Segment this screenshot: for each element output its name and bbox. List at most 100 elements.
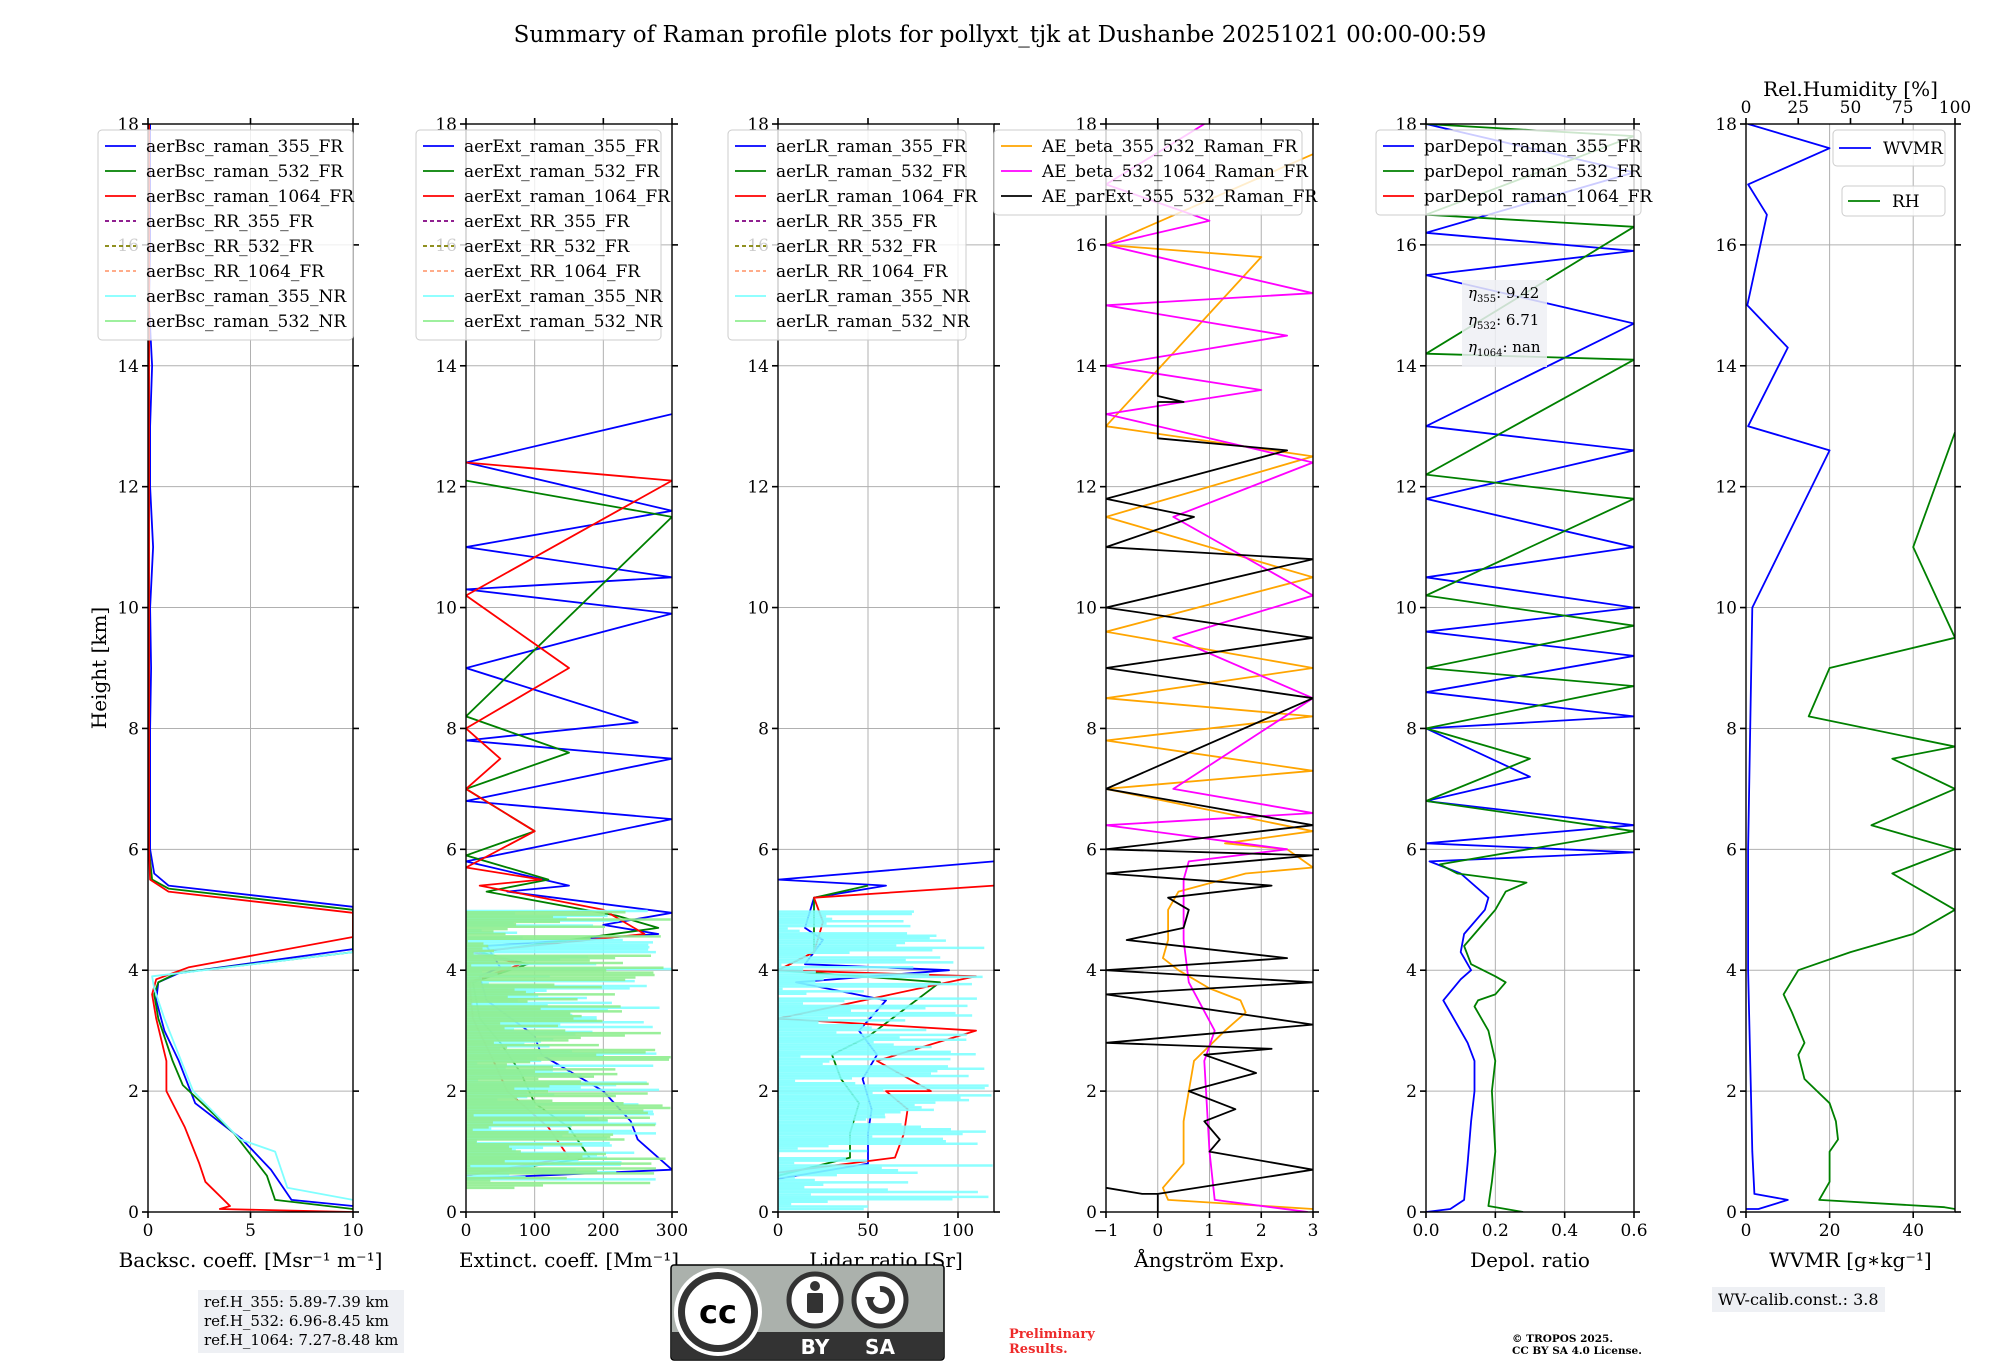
x-tick-label: 100 — [942, 1221, 974, 1241]
y-tick-label: 14 — [1395, 357, 1417, 377]
y-tick-label: 8 — [446, 719, 457, 739]
y-tick-label: 4 — [1086, 961, 1097, 981]
legend-label: aerLR_raman_1064_FR — [776, 187, 978, 207]
series-aerBsc_raman_355_NR — [151, 951, 353, 1201]
axes-frame — [777, 123, 995, 1213]
legend-box — [1375, 129, 1642, 216]
legend-label: parDepol_raman_532_FR — [1424, 162, 1643, 182]
x-top-axis-label: Rel.Humidity [%] — [1763, 77, 1938, 101]
y-tick-label: 6 — [1406, 840, 1417, 860]
series-WVMR — [1746, 124, 1831, 1210]
y-tick-label: 8 — [1726, 719, 1737, 739]
ref-height-1064: ref.H_1064: 7.27-8.48 km — [204, 1331, 399, 1349]
ref-height-532: ref.H_532: 6.96-8.45 km — [204, 1312, 389, 1330]
legend-label: AE_parExt_355_532_Raman_FR — [1041, 187, 1318, 207]
y-tick-label: 8 — [758, 719, 769, 739]
y-tick-label: 16 — [1075, 236, 1097, 256]
legend-label: aerBsc_RR_1064_FR — [146, 262, 325, 282]
eta-532: η532: 6.71 — [1468, 311, 1540, 332]
y-tick-label: 12 — [435, 478, 457, 498]
legend-label: parDepol_raman_355_FR — [1424, 137, 1643, 157]
legend-label: aerLR_raman_532_NR — [776, 312, 971, 332]
y-tick-label: 10 — [1395, 599, 1417, 619]
legend-lr: aerLR_raman_355_FR aerLR_raman_532_FR aerL… — [727, 129, 978, 341]
panel-ext: 0246810121416180100200300Extinct. coeff.… — [415, 115, 688, 1272]
legend-label: aerLR_raman_532_FR — [776, 162, 968, 182]
sa-label: SA — [865, 1335, 895, 1359]
legend-label: aerExt_RR_532_FR — [464, 237, 630, 257]
legend-label: aerLR_RR_1064_FR — [776, 262, 949, 282]
x-axis-label: Ångström Exp. — [1133, 1247, 1284, 1272]
y-tick-label: 6 — [758, 840, 769, 860]
legend-label: aerExt_raman_355_FR — [464, 137, 660, 157]
y-tick-label: 14 — [747, 357, 769, 377]
x-axis-label: WVMR [g∗kg⁻¹] — [1769, 1248, 1931, 1272]
y-tick-label: 0 — [1086, 1203, 1097, 1223]
figure-title: Summary of Raman profile plots for polly… — [513, 22, 1487, 48]
x-tick-label: 0 — [461, 1221, 472, 1241]
legend-bsc: aerBsc_raman_355_FR aerBsc_raman_532_FRae… — [97, 129, 355, 341]
eta-box: η355: 9.42 η532: 6.71 η1064: nan — [1462, 280, 1547, 367]
series-AE_parExt_355_532_Raman_FR — [1106, 124, 1313, 1212]
x-tick-label: 0.2 — [1482, 1221, 1509, 1241]
series-parDepol_raman_532_FR — [1426, 124, 1634, 1212]
series-aerBsc_raman_532_FR — [148, 124, 353, 1210]
legend-label: aerLR_raman_355_NR — [776, 287, 971, 307]
legend-label: aerBsc_raman_355_FR — [146, 137, 344, 157]
y-tick-label: 0 — [446, 1203, 457, 1223]
y-tick-label: 2 — [1726, 1082, 1737, 1102]
y-tick-label: 2 — [1086, 1082, 1097, 1102]
legend-label: aerBsc_RR_355_FR — [146, 212, 314, 232]
x-axis-label: Depol. ratio — [1470, 1248, 1590, 1272]
x-tick-label: 100 — [518, 1221, 550, 1241]
series-aerExt_raman_532_NR — [466, 910, 671, 1190]
x-tick-label: 5 — [245, 1221, 256, 1241]
axes-frame — [1745, 123, 1956, 1213]
y-tick-label: 4 — [128, 961, 139, 981]
x-tick-label: 0 — [1152, 1221, 1163, 1241]
x-tick-label: 20 — [1819, 1221, 1841, 1241]
y-tick-label: 8 — [128, 719, 139, 739]
x-axis-label: Extinct. coeff. [Mm⁻¹] — [459, 1248, 679, 1272]
y-tick-label: 4 — [758, 961, 769, 981]
x-tick-label: 10 — [342, 1221, 364, 1241]
x-tick-label: 0.0 — [1412, 1221, 1439, 1241]
legend-box — [1832, 129, 1946, 167]
wv-calibration-box: WV-calib.const.: 3.8 — [1712, 1287, 1885, 1312]
y-tick-label: 0 — [1726, 1203, 1737, 1223]
y-tick-label: 10 — [1075, 599, 1097, 619]
reference-heights-box: ref.H_355: 5.89-7.39 km ref.H_532: 6.96-… — [198, 1290, 405, 1353]
axes-frame — [465, 123, 673, 1213]
x-tick-label: 300 — [656, 1221, 688, 1241]
y-tick-label: 4 — [1406, 961, 1417, 981]
x-top-tick-label: 50 — [1840, 98, 1862, 118]
y-tick-label: 0 — [128, 1203, 139, 1223]
legend-box — [727, 129, 967, 341]
legend-label: WVMR — [1883, 139, 1944, 159]
x-tick-label: 0 — [1741, 1221, 1752, 1241]
legend-wv: WVMR RH — [1832, 129, 1946, 217]
x-tick-label: −1 — [1093, 1221, 1118, 1241]
x-axis-label: Backsc. coeff. [Msr⁻¹ m⁻¹] — [119, 1248, 383, 1272]
y-tick-label: 16 — [1715, 236, 1737, 256]
x-top-tick-label: 25 — [1787, 98, 1809, 118]
x-tick-label: 0.4 — [1551, 1221, 1578, 1241]
y-axis-label: Height [km] — [87, 607, 111, 729]
legend-label: aerExt_raman_1064_FR — [464, 187, 671, 207]
y-tick-label: 6 — [1086, 840, 1097, 860]
y-tick-label: 10 — [117, 599, 139, 619]
cc-by-sa-badge: cc BY SA — [670, 1264, 945, 1361]
legend-depol: parDepol_raman_355_FR parDepol_raman_532_… — [1375, 129, 1653, 216]
x-tick-label: 200 — [587, 1221, 619, 1241]
legend-label: parDepol_raman_1064_FR — [1424, 187, 1653, 207]
y-tick-label: 2 — [1406, 1082, 1417, 1102]
eta-355: η355: 9.42 — [1468, 284, 1540, 305]
panel-lr: 024681012141618050100Lidar ratio [Sr]aer… — [727, 115, 1000, 1272]
legend-box — [993, 129, 1303, 216]
axes-frame — [1425, 123, 1635, 1213]
x-top-tick-label: 75 — [1892, 98, 1914, 118]
y-tick-label: 12 — [1715, 478, 1737, 498]
y-tick-label: 2 — [758, 1082, 769, 1102]
